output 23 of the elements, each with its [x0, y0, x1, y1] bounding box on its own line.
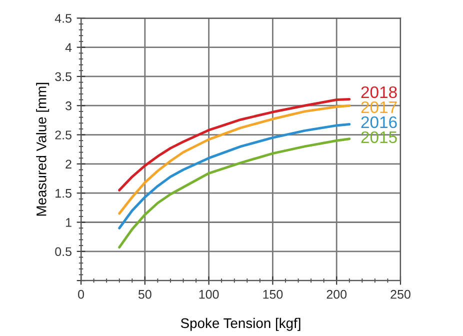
y-tick-label: 1 [66, 218, 72, 227]
series-label: 2016 [361, 116, 397, 128]
x-tick-label: 200 [326, 290, 347, 299]
x-tick-label: 50 [138, 290, 152, 299]
x-tick-label: 100 [199, 290, 219, 299]
y-tick-label: 2.5 [55, 130, 72, 140]
line-series [118, 104, 351, 215]
x-tick-label: 250 [390, 290, 410, 299]
x-tick-label: 150 [263, 290, 283, 299]
y-tick-label: 0.5 [55, 247, 72, 256]
y-tick-label: 2 [66, 160, 72, 168]
y-tick-label: 4.5 [54, 14, 72, 23]
y-tick-label: 4 [65, 43, 72, 52]
y-tick-label: 3 [66, 101, 72, 110]
series-label: 2018 [361, 86, 397, 98]
line-series [118, 98, 351, 192]
x-tick-label: 0 [78, 290, 84, 299]
line-series [118, 123, 351, 230]
y-tick-label: 3.5 [55, 72, 72, 82]
y-axis-title: Measured Value [mm] [36, 82, 50, 216]
y-tick-label: 1.5 [56, 189, 72, 198]
x-axis-title: Spoke Tension [kgf] [180, 318, 300, 331]
line-series [118, 138, 351, 249]
